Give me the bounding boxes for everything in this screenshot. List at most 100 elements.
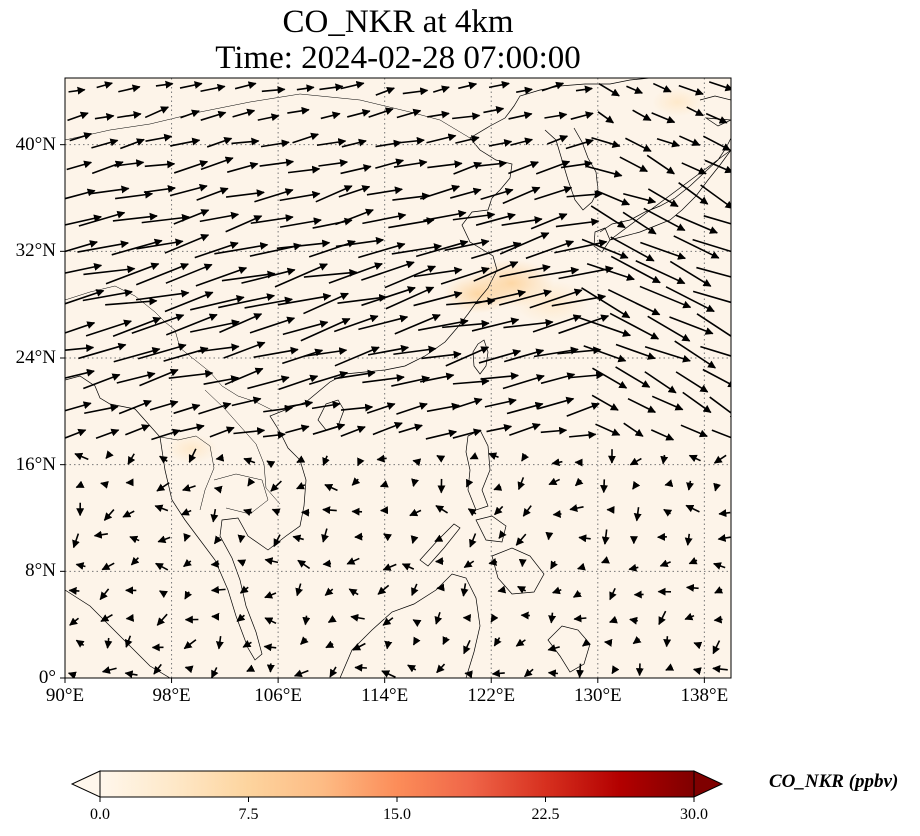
wind-vector [257,113,280,122]
wind-vector [702,135,731,151]
wind-vector [74,452,89,461]
wind-vector [581,287,631,319]
wind-vector [411,583,419,597]
wind-vector [118,399,152,415]
wind-vector [357,457,365,467]
map-title-line2: Time: 2024-02-28 07:00:00 [215,40,581,76]
wind-vector [157,535,171,544]
wind-vector [392,192,431,201]
wind-vector [295,583,304,597]
wind-vector [544,111,568,120]
wind-vector [669,260,712,287]
wind-vector [458,81,478,90]
wind-vector [628,563,639,572]
wind-vector [114,159,145,168]
wind-vector [183,558,192,568]
wind-vector [65,428,87,439]
wind-vector [709,396,731,419]
wind-vector [610,236,655,262]
wind-vector [156,482,170,492]
wind-vector [467,508,477,517]
wind-vector [583,345,627,363]
wind-vector [91,160,124,175]
wind-vector [196,187,229,201]
wind-vector [570,111,594,120]
wind-vector [302,615,311,626]
wind-vector [111,238,163,256]
wind-vector [366,402,396,414]
wind-vector [401,563,415,571]
wind-vector [601,529,610,545]
wind-vector [576,663,585,678]
wind-vector [293,669,309,678]
wind-vector [377,584,390,595]
wind-vector [502,186,541,205]
wind-vector [300,318,351,342]
wind-vector [120,138,145,150]
wind-vector [145,133,173,142]
wind-vector [644,371,677,394]
wind-vector [213,535,223,545]
border-myanmar-thailand [159,435,215,511]
wind-vector [532,314,582,333]
wind-vector [115,190,154,200]
wind-vector [484,397,517,408]
wind-vector [611,665,620,675]
wind-vector [320,111,341,120]
wind-vector [675,214,718,234]
wind-vector [600,479,609,494]
wind-vector [103,509,115,521]
wind-vector [292,534,304,543]
wind-vector [203,375,240,385]
wind-vector [165,263,213,284]
wind-vector [388,217,435,229]
lon-tick-label: 138°E [680,685,729,706]
wind-vector [658,610,667,626]
wind-vector [213,485,223,494]
wind-vector [136,238,184,250]
wind-vector [625,137,652,152]
wind-vector [180,508,192,516]
wind-vector [444,238,490,252]
wind-vector [67,111,89,122]
wind-vector [194,241,239,259]
wind-vector [517,477,526,491]
wind-vector [478,159,508,168]
wind-vector [705,112,728,124]
wind-vector [550,560,558,570]
wind-vector [452,211,496,221]
wind-vector [282,348,324,365]
wind-vector [143,184,176,194]
wind-vector [643,207,686,232]
wind-vector [246,664,256,673]
wind-vector [503,348,545,363]
wind-vector [632,636,642,645]
lon-tick-label: 122°E [467,685,516,706]
wind-vector [117,111,142,119]
wind-vector [490,613,499,623]
wind-vector [361,260,415,281]
wind-vector [215,635,224,650]
wind-vector [521,452,530,462]
wind-vector [700,345,731,357]
wind-vector [122,510,135,518]
wind-vector [427,160,463,169]
wind-vector [210,667,219,678]
wind-vector [575,85,593,94]
wind-vector [225,189,265,198]
wind-vector [494,505,504,516]
wind-vector [647,315,691,342]
wind-vector [535,160,571,175]
wind-vector [99,588,110,601]
wind-vector [100,613,113,623]
wind-vector [130,556,140,566]
wind-vector [164,291,214,313]
colorbar-tick-label: 0.0 [90,806,110,823]
wind-vector [522,505,532,517]
wind-vector [68,86,86,95]
wind-vector [525,240,575,260]
wind-vector [334,346,380,367]
wind-vector [263,404,293,413]
wind-vector [540,426,568,435]
wind-vector [578,534,591,543]
